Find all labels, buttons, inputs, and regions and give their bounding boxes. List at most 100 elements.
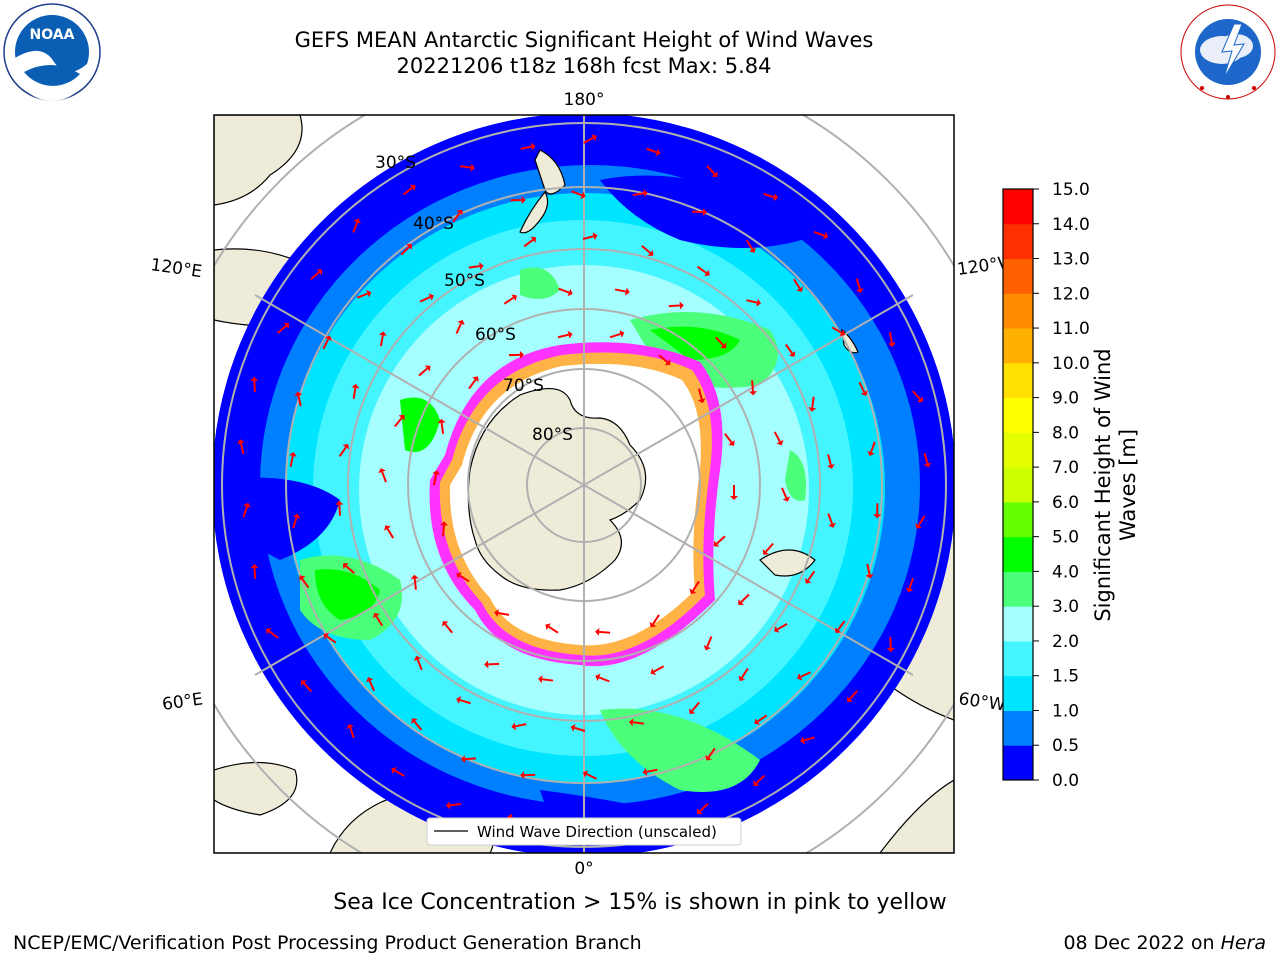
wind-arrow-head xyxy=(391,767,397,774)
wind-arrow xyxy=(503,296,515,305)
wind-arrow xyxy=(368,680,375,692)
wind-arrow-head xyxy=(642,767,648,776)
wind-arrow xyxy=(609,332,621,339)
wind-arrow-head xyxy=(335,500,344,505)
wind-arrow xyxy=(776,623,788,631)
wind-arrow xyxy=(459,165,472,169)
wind-arrow-head xyxy=(664,359,671,366)
wind-arrow xyxy=(697,388,703,400)
wind-arrow xyxy=(793,278,801,290)
wind-arrow xyxy=(696,265,708,274)
wind-arrow-head xyxy=(591,134,597,142)
wind-arrow-head xyxy=(846,696,853,703)
wind-arrow xyxy=(923,452,929,464)
wind-arrow xyxy=(755,774,766,784)
wind-arrow xyxy=(632,721,644,725)
wind-arrow xyxy=(297,395,302,407)
wind-arrow-head xyxy=(756,298,761,307)
lat-label-60s: 60°S xyxy=(475,325,516,345)
wind-arrow-head xyxy=(776,439,784,446)
wind-arrow-head xyxy=(456,572,462,579)
wind-arrow xyxy=(548,625,559,634)
wind-arrow xyxy=(598,676,610,683)
wind-arrow-head xyxy=(753,780,760,787)
wind-arrow-head xyxy=(738,675,746,682)
wind-arrow xyxy=(614,288,626,293)
lat-label-80s: 80°S xyxy=(532,425,573,445)
wind-arrow-head xyxy=(410,574,419,580)
nws-logo-icon xyxy=(1180,4,1276,100)
wind-arrow-head xyxy=(773,625,780,633)
wind-arrow-head xyxy=(917,396,924,403)
colorbar-tick-label: 9.0 xyxy=(1052,389,1079,409)
wind-arrow xyxy=(253,380,256,392)
wind-arrow-head xyxy=(655,148,661,157)
colorbar-tick-label: 13.0 xyxy=(1052,250,1090,270)
wind-arrow-head xyxy=(437,418,446,424)
wind-arrow-head xyxy=(413,655,422,661)
wind-arrow-head xyxy=(292,513,301,519)
wind-arrow-head xyxy=(860,390,868,396)
wind-arrow-head xyxy=(406,244,412,250)
wind-arrow xyxy=(402,186,413,196)
wind-arrow-head xyxy=(720,342,727,349)
wind-arrow xyxy=(858,381,866,393)
map-legend: Wind Wave Direction (unscaled) xyxy=(426,817,742,846)
wind-arrow xyxy=(583,136,594,144)
wind-arrow-head xyxy=(689,588,697,595)
wind-arrow-head xyxy=(346,723,355,729)
wind-arrow-head xyxy=(592,232,598,241)
noaa-logo-text: NOAA xyxy=(30,27,75,43)
wind-arrow xyxy=(646,147,658,154)
wind-arrow xyxy=(724,433,733,444)
wind-arrow xyxy=(800,671,812,678)
wind-arrow xyxy=(349,727,355,739)
wind-arrow-head xyxy=(834,627,842,634)
wind-arrow xyxy=(242,506,248,518)
wind-arrow xyxy=(699,803,709,812)
wind-arrow-head xyxy=(595,627,600,636)
wind-arrow xyxy=(239,442,245,455)
colorbar-segment xyxy=(1003,189,1033,225)
wind-arrow xyxy=(740,593,750,603)
colorbar-tick-label: 2.0 xyxy=(1052,632,1079,652)
footer-date: 08 Dec 2022 on Hera xyxy=(1063,932,1266,954)
wind-arrow-head xyxy=(782,496,790,502)
wind-arrow xyxy=(571,190,583,197)
colorbar-tick-label: 12.0 xyxy=(1052,284,1090,304)
wind-arrow xyxy=(803,736,815,742)
wind-arrow xyxy=(849,690,858,700)
colorbar-tick-label: 11.0 xyxy=(1052,319,1090,339)
colorbar-tick-label: 0.5 xyxy=(1052,736,1079,756)
wind-arrow-head xyxy=(411,718,418,725)
wind-arrow xyxy=(716,535,726,545)
wind-arrow-head xyxy=(567,288,573,297)
wind-arrow-head xyxy=(796,286,804,292)
wind-arrow xyxy=(668,304,680,308)
wind-arrow xyxy=(917,515,926,526)
wind-arrow-head xyxy=(439,521,448,526)
colorbar: 0.0 0.5 1.0 1.5 2.0 3.0 4.0 5.0 6.0 7.0 8.0 9.0 10.0… xyxy=(1002,180,1090,791)
chart-title: GEFS MEAN Antarctic Significant Height o… xyxy=(294,28,874,52)
wind-arrow xyxy=(379,335,384,347)
wind-arrow-head xyxy=(294,391,303,397)
wind-arrow-head xyxy=(628,718,634,727)
colorbar-tick-label: 4.0 xyxy=(1052,562,1079,582)
wind-arrow-head xyxy=(730,496,738,500)
wind-arrow-head xyxy=(460,755,466,764)
colorbar-tick-label: 0.0 xyxy=(1052,771,1079,791)
wind-arrow-head xyxy=(728,440,735,446)
wind-arrow-head xyxy=(580,191,586,199)
wind-arrow xyxy=(765,542,774,553)
wind-arrow xyxy=(599,630,611,634)
wind-arrow-head xyxy=(342,563,349,570)
wind-arrow-head xyxy=(456,209,463,216)
wind-arrow xyxy=(444,623,453,634)
wind-arrow-head xyxy=(288,452,297,457)
colorbar-segment xyxy=(1003,362,1033,399)
wind-arrow xyxy=(646,768,658,773)
colorbar-tick-label: 15.0 xyxy=(1052,180,1090,200)
wind-arrow xyxy=(523,238,534,248)
wind-arrow xyxy=(763,193,775,199)
